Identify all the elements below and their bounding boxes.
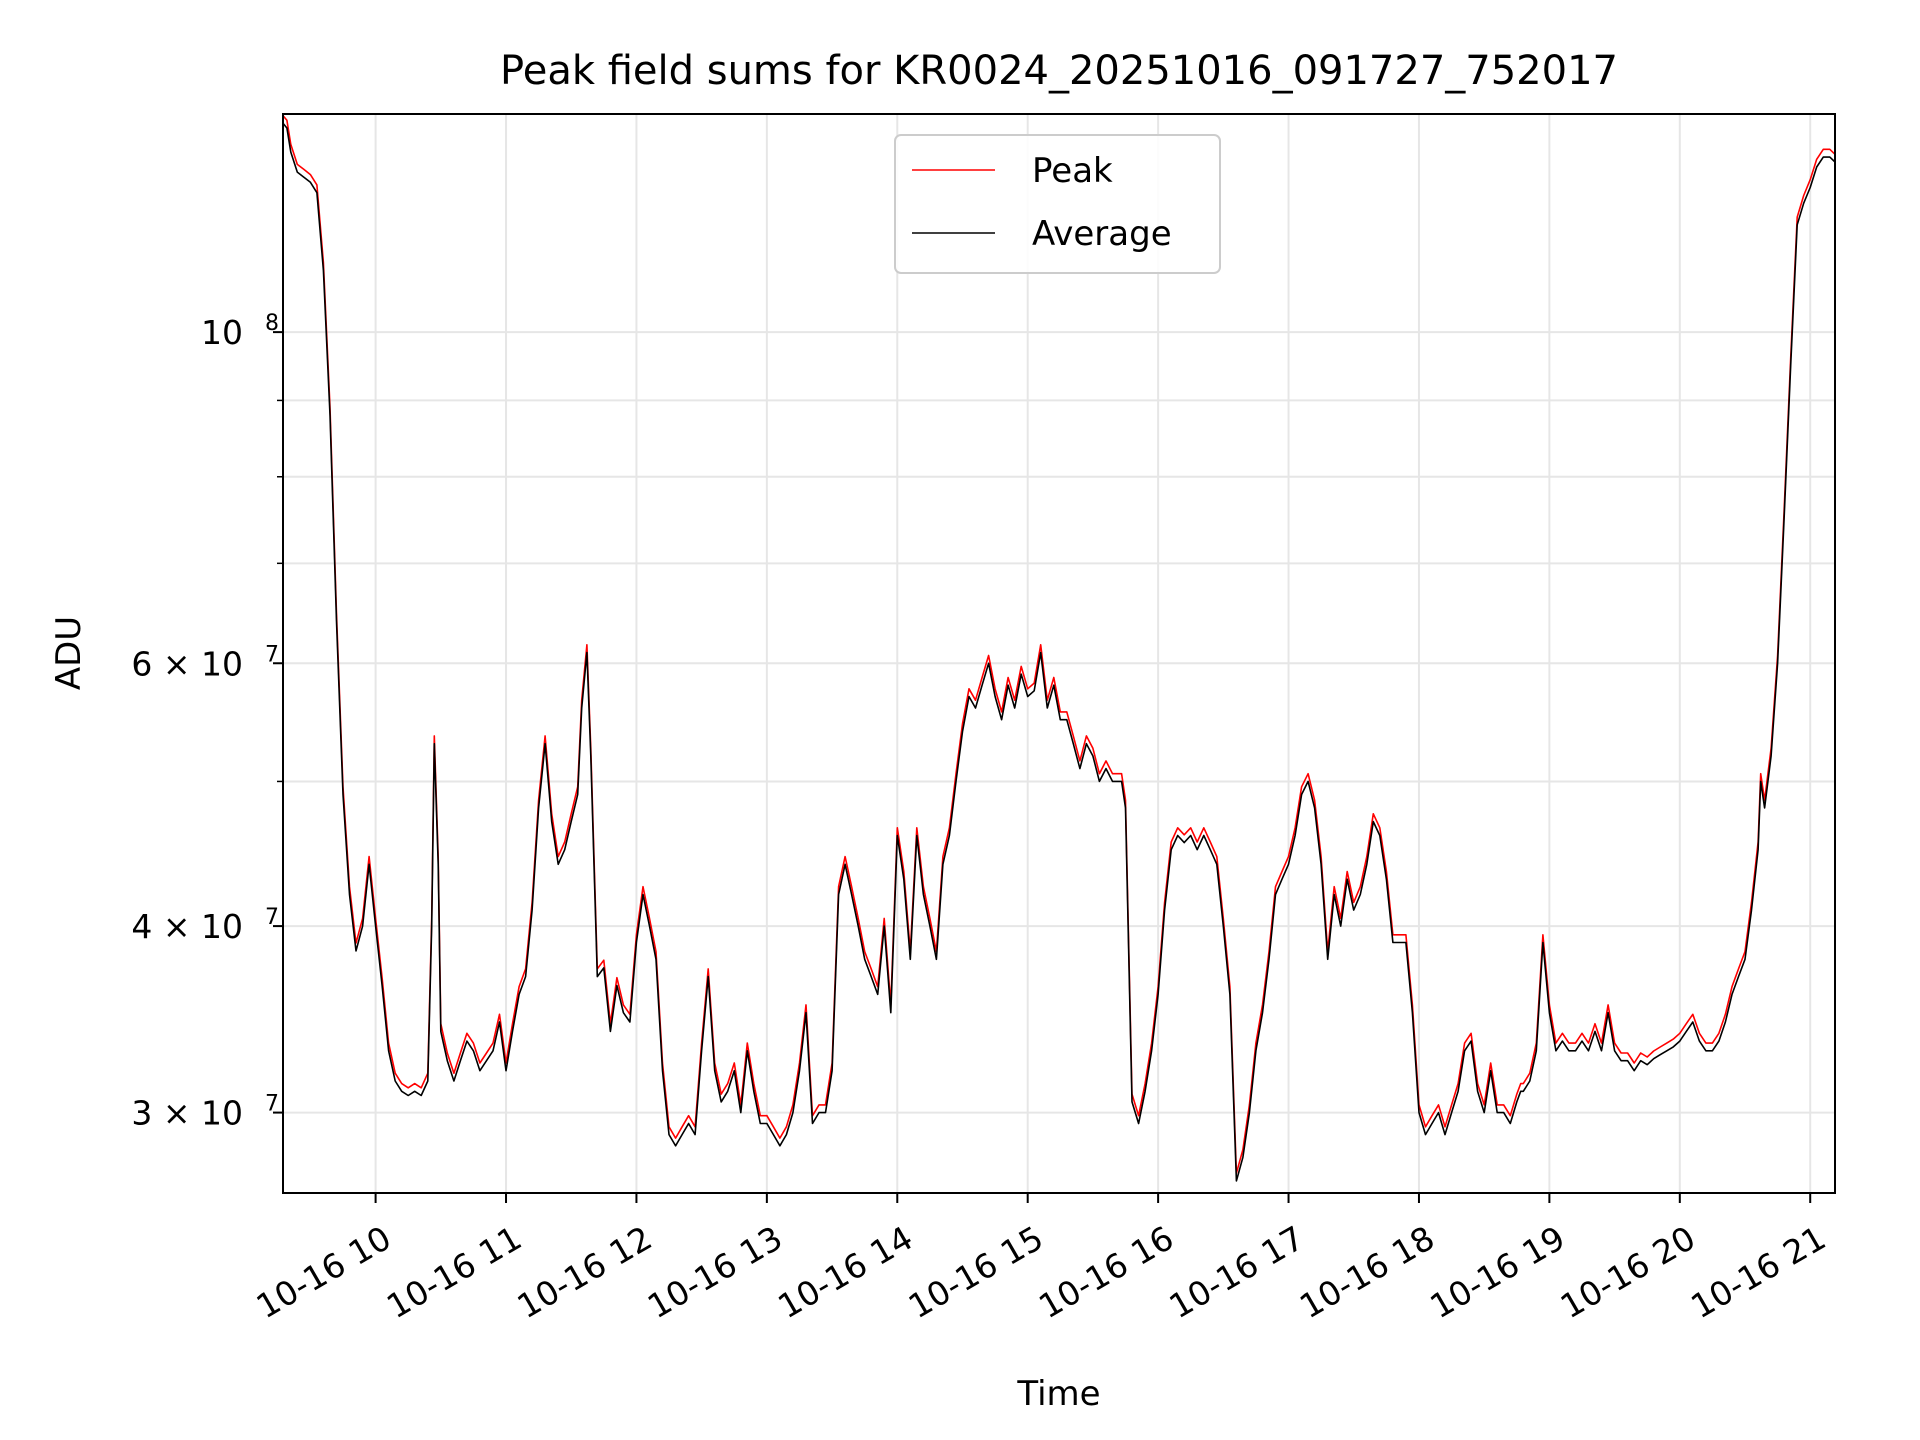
y-tick-label: 10 8: [201, 311, 279, 352]
legend-peak-label: Peak: [1032, 151, 1113, 191]
chart-title: Peak field sums for KR0024_20251016_0917…: [500, 48, 1618, 94]
legend: Peak Average: [894, 134, 1221, 274]
legend-average-label: Average: [1032, 214, 1172, 254]
grid-lines: [283, 114, 1835, 1193]
series-average-line: [282, 122, 1836, 1182]
y-axis-label: ADU: [49, 616, 89, 690]
y-tick-label: 6 × 10 7: [131, 642, 279, 683]
y-tick-label: 4 × 10 7: [131, 905, 279, 946]
y-tick-label: 3 × 10 7: [131, 1092, 279, 1133]
x-axis-label: Time: [1016, 1374, 1100, 1414]
series-lines: [282, 115, 1836, 1182]
axes-frame: [282, 113, 1836, 1194]
